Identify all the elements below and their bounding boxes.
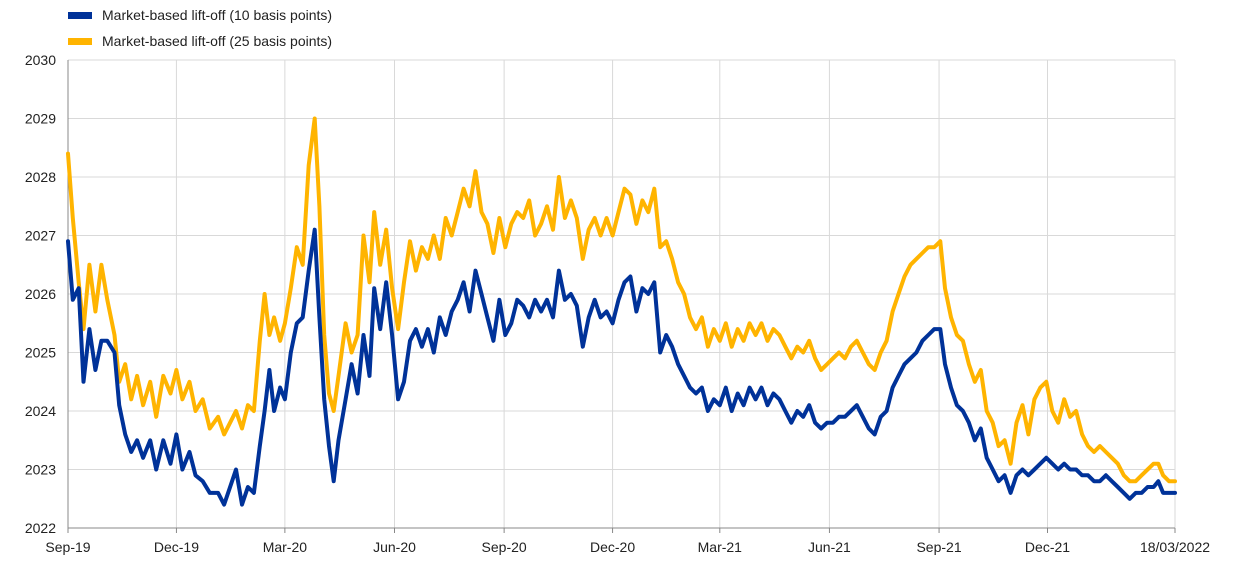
series-line-1 [66, 116, 1177, 484]
y-tick-label: 2027 [25, 228, 56, 244]
x-tick-label: Mar-21 [698, 539, 743, 555]
x-tick-label: Sep-20 [482, 539, 527, 555]
chart-axes [67, 60, 1176, 533]
x-tick-label: Mar-20 [263, 539, 308, 555]
series-line-0 [66, 227, 1177, 507]
legend-label-10bp: Market-based lift-off (10 basis points) [102, 7, 333, 23]
legend-label-25bp: Market-based lift-off (25 basis points) [102, 33, 333, 49]
legend-swatch-25bp [68, 37, 92, 45]
x-tick-label: 18/03/2022 [1140, 539, 1210, 555]
x-tick-label: Jun-21 [808, 539, 851, 555]
y-tick-label: 2023 [25, 462, 56, 478]
x-tick-label: Sep-19 [45, 539, 90, 555]
y-tick-label: 2024 [25, 403, 56, 419]
chart-legend: Market-based lift-off (10 basis points) … [68, 2, 332, 54]
x-tick-label: Sep-21 [916, 539, 961, 555]
chart-tick-labels: 2022 2023 2024 2025 2026 2027 2028 2029 2030 Sep-… [25, 52, 1210, 555]
legend-swatch-10bp [68, 11, 92, 19]
y-tick-label: 2022 [25, 520, 56, 536]
y-tick-label: 2030 [25, 52, 56, 68]
x-tick-label: Jun-20 [373, 539, 416, 555]
y-tick-label: 2029 [25, 111, 56, 127]
legend-item-25bp: Market-based lift-off (25 basis points) [68, 28, 332, 54]
x-tick-label: Dec-19 [154, 539, 199, 555]
y-tick-label: 2025 [25, 345, 56, 361]
x-tick-label: Dec-20 [590, 539, 635, 555]
y-tick-label: 2026 [25, 286, 56, 302]
legend-item-10bp: Market-based lift-off (10 basis points) [68, 2, 332, 28]
chart-series [66, 116, 1177, 507]
y-tick-label: 2028 [25, 169, 56, 185]
x-tick-label: Dec-21 [1025, 539, 1070, 555]
